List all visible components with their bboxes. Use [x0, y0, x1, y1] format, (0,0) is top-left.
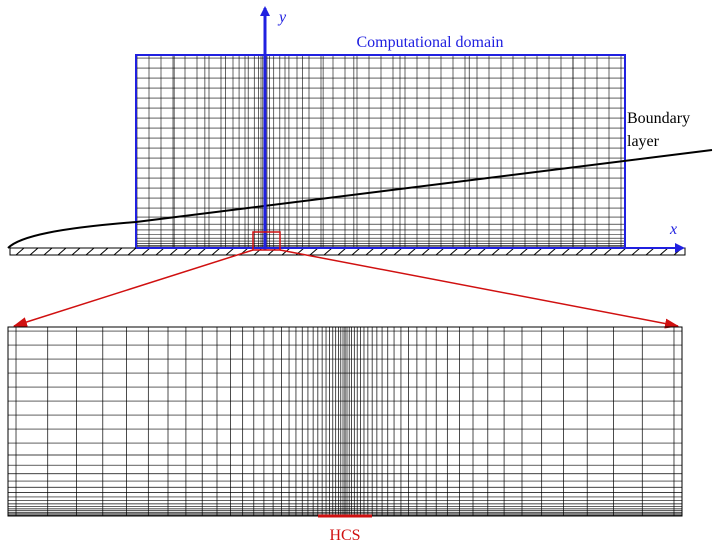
hatch-line	[631, 247, 641, 256]
hatch-line	[449, 247, 459, 256]
hatch-line	[85, 247, 95, 256]
hatch-line	[155, 247, 165, 256]
hatch-line	[603, 247, 613, 256]
hatch-line	[43, 247, 53, 256]
zoom-box	[252, 231, 281, 251]
boundary-layer-curve	[7, 149, 713, 249]
hatch-line	[561, 247, 571, 256]
hatch-line	[477, 247, 487, 256]
hatch-line	[113, 247, 123, 256]
hatch-line	[309, 247, 319, 256]
hatch-line	[29, 247, 39, 256]
hcs-label: HCS	[329, 527, 360, 544]
hatch-line	[337, 247, 347, 256]
hatch-line	[393, 247, 403, 256]
hatch-line	[141, 247, 151, 256]
zoom-arrow	[279, 249, 679, 329]
boundary-label: layer	[627, 133, 660, 150]
hatch-line	[253, 247, 263, 256]
domain-label: Computational domain	[356, 34, 503, 51]
hatch-line	[197, 247, 207, 256]
hatch-line	[211, 247, 221, 256]
hatch-line	[519, 247, 529, 256]
hatch-line	[575, 247, 585, 256]
x-label: x	[669, 221, 677, 238]
hatch-line	[323, 247, 333, 256]
hatch-line	[645, 247, 655, 256]
hatch-line	[351, 247, 361, 256]
hatch-line	[533, 247, 543, 256]
hatch-line	[421, 247, 431, 256]
domain-grid	[136, 55, 625, 249]
y-label: y	[277, 9, 287, 26]
hatch-line	[169, 247, 179, 256]
hatch-line	[365, 247, 375, 256]
hatch-line	[491, 247, 501, 256]
hatch-line	[15, 247, 25, 256]
hatch-line	[267, 247, 277, 256]
hatch-line	[435, 247, 445, 256]
hatch-line	[617, 247, 627, 256]
domain-border	[135, 54, 626, 249]
hatch-line	[183, 247, 193, 256]
plate	[9, 247, 686, 256]
hatch-line	[407, 247, 417, 256]
hatch-line	[589, 247, 599, 256]
hatch-line	[225, 247, 235, 256]
zoom-arrow	[13, 249, 254, 327]
hatch-line	[673, 247, 683, 256]
zoom-grid	[8, 327, 682, 517]
hatch-line	[57, 247, 67, 256]
hatch-line	[463, 247, 473, 256]
hatch-line	[99, 247, 109, 256]
hatch-line	[379, 247, 389, 256]
hatch-line	[71, 247, 81, 256]
hatch-line	[505, 247, 515, 256]
hatch-line	[127, 247, 137, 256]
boundary-label: Boundary	[627, 110, 690, 127]
hatch-line	[659, 247, 669, 256]
hatch-line	[547, 247, 557, 256]
